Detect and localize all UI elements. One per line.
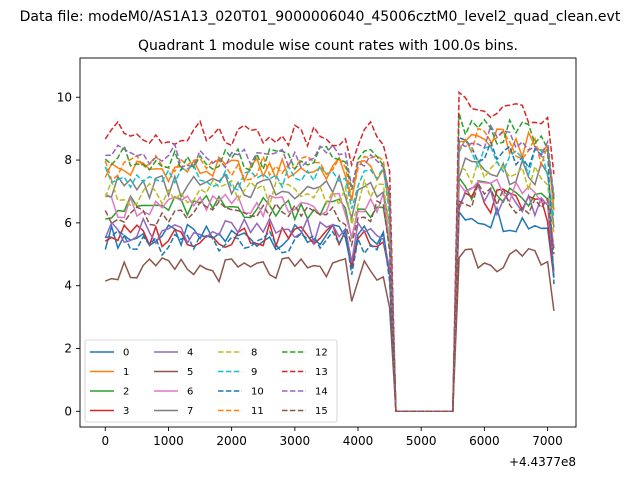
series-line-11 [104,127,555,413]
legend-label-14: 14 [315,387,328,398]
x-tick-label: 4000 [343,434,374,448]
x-tick-label: 6000 [469,434,500,448]
series-line-10 [105,136,555,413]
y-tick-label: 2 [64,341,72,355]
x-tick-label: 3000 [280,434,311,448]
legend-label-15: 15 [315,406,328,417]
legend-label-0: 0 [123,348,129,359]
series-line-6 [104,178,555,413]
legend-label-3: 3 [123,406,129,417]
legend-label-11: 11 [251,406,264,417]
legend-label-9: 9 [251,367,257,378]
legend-label-10: 10 [251,387,264,398]
y-axis: 0 2 4 6 8 10 [57,90,80,418]
x-offset-label: +4.4377e8 [509,455,576,469]
y-tick-label: 10 [57,90,72,104]
x-axis: 0 1000 2000 3000 4000 5000 6000 7000 [101,427,563,448]
legend-label-7: 7 [187,406,193,417]
plot-area [104,90,555,413]
x-tick-label: 7000 [532,434,563,448]
series-line-0 [104,205,555,413]
x-tick-label: 5000 [406,434,437,448]
legend-label-12: 12 [315,348,328,359]
legend-label-1: 1 [123,367,129,378]
legend-box [84,339,338,423]
series-line-5 [105,247,555,413]
axes-frame [79,57,577,428]
series-line-9 [104,137,555,413]
legend-label-4: 4 [187,348,193,359]
figure-suptitle: Data file: modeM0/AS1A13_020T01_90000060… [20,9,621,25]
legend-label-5: 5 [187,367,193,378]
x-tick-label: 2000 [216,434,247,448]
x-tick-label: 1000 [153,434,184,448]
y-tick-label: 4 [64,279,72,293]
series-line-8 [104,157,555,413]
y-tick-label: 6 [64,216,72,230]
series-line-13 [104,90,555,413]
legend-label-6: 6 [187,387,193,398]
series-line-4 [104,184,555,413]
x-tick-label: 0 [101,434,109,448]
legend-label-13: 13 [315,367,328,378]
y-tick-label: 0 [64,404,72,418]
chart-title: Quadrant 1 module wise count rates with … [138,38,518,54]
series-line-15 [104,181,555,413]
y-tick-label: 8 [64,153,72,167]
series-line-12 [104,113,555,413]
series-line-14 [105,123,555,413]
legend-label-8: 8 [251,348,257,359]
legend-label-2: 2 [123,387,129,398]
